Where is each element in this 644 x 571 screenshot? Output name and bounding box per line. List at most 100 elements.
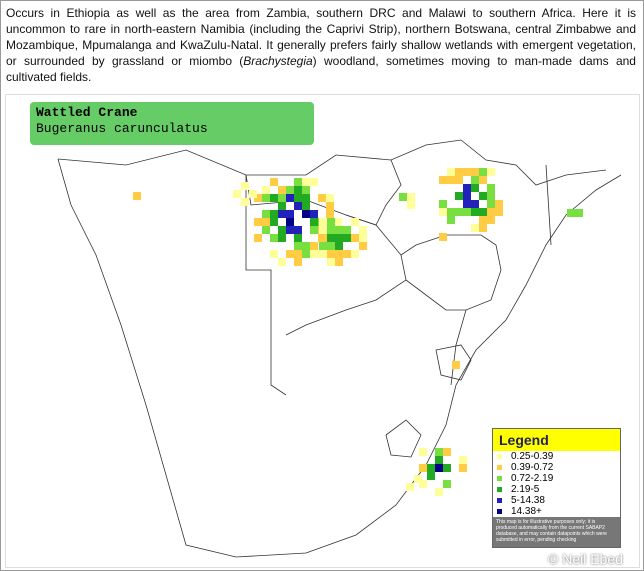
border [345,159,402,226]
species-label: Wattled Crane Bugeranus carunculatus [30,102,314,145]
grid-cell [443,464,451,472]
grid-cell [241,182,249,190]
grid-cell [319,242,327,250]
legend-swatch [497,465,502,470]
coastline [57,158,622,558]
legend-swatch [497,498,502,503]
grid-cell [262,194,270,202]
grid-cell [495,208,503,216]
grid-cell [310,226,318,234]
grid-cell [463,184,471,192]
grid-cell [471,208,479,216]
grid-cell [294,202,302,210]
border [245,175,287,396]
grid-cell [463,192,471,200]
legend-items: 0.25-0.39 0.39-0.72 0.72-2.19 2.19-5 5-14.38… [493,451,620,517]
grid-cell [463,200,471,208]
scientific-name: Bugeranus carunculatus [36,121,208,136]
grid-cell [419,448,427,456]
grid-cell [294,194,302,202]
grid-cell [262,226,270,234]
grid-cell [278,226,286,234]
grid-cell [286,186,294,194]
grid-cell [319,218,327,226]
grid-cell [455,208,463,216]
grid-cell [479,192,487,200]
grid-cell [459,464,467,472]
grid-cell [479,176,487,184]
grid-cell [319,250,327,258]
grid-cell [327,258,335,266]
grid-cell [463,168,471,176]
grid-cell [270,210,278,218]
legend-item: 2.19-5 [493,484,620,495]
grid-cell [463,208,471,216]
legend-item: 0.25-0.39 [493,451,620,462]
grid-cell [471,224,479,232]
grid-cell [310,250,318,258]
grid-cell [254,218,262,226]
grid-cell [447,168,455,176]
border [57,139,607,186]
grid-cell [335,242,343,250]
grid-cell [443,448,451,456]
grid-cell [419,464,427,472]
description: Occurs in Ethiopia as well as the area f… [6,5,636,85]
grid-cell [419,480,427,488]
grid-cell [487,208,495,216]
species-name: Wattled Crane [36,105,138,120]
grid-cell [319,226,327,234]
grid-cell [471,168,479,176]
grid-cell [278,194,286,202]
grid-cell [406,483,414,491]
legend-swatch [497,509,502,514]
grid-cell [414,475,422,483]
grid-cell [452,361,460,369]
grid-cell [439,176,447,184]
grid-cell [567,209,575,217]
grid-cell [294,234,302,242]
grid-cell [294,258,302,266]
grid-cell [427,464,435,472]
grid-cell [278,234,286,242]
grid-cell [407,193,415,201]
grid-cell [241,198,249,206]
grid-cell [278,210,286,218]
grid-cell [439,208,447,216]
grid-cell [447,216,455,224]
grid-cell [479,168,487,176]
grid-cell [575,209,583,217]
grid-cell [351,234,359,242]
grid-cell [310,178,318,186]
grid-cell [327,234,335,242]
grid-cell [359,234,367,242]
grid-cell [286,218,294,226]
grid-cell [471,184,479,192]
grid-cell [487,216,495,224]
grid-cell [310,218,318,226]
legend-item: 5-14.38 [493,495,620,506]
grid-cell [427,472,435,480]
grid-cell [447,176,455,184]
legend-item: 0.72-2.19 [493,473,620,484]
grid-cell [487,200,495,208]
grid-cell [270,194,278,202]
grid-cell [439,233,447,241]
grid-cell [327,218,335,226]
border [545,164,552,246]
legend-swatch [497,454,502,459]
grid-cell [278,202,286,210]
grid-cell [471,176,479,184]
border [385,419,422,458]
grid-cell [471,200,479,208]
legend-item: 14.38+ [493,506,620,517]
grid-cell [294,226,302,234]
grid-cell [327,250,335,258]
legend: Legend 0.25-0.39 0.39-0.72 0.72-2.19 2.19-5 5… [492,428,621,548]
legend-label: 14.38+ [511,506,542,517]
grid-cell [459,456,467,464]
grid-cell [249,190,257,198]
grid-cell [447,208,455,216]
grid-cell [399,193,407,201]
